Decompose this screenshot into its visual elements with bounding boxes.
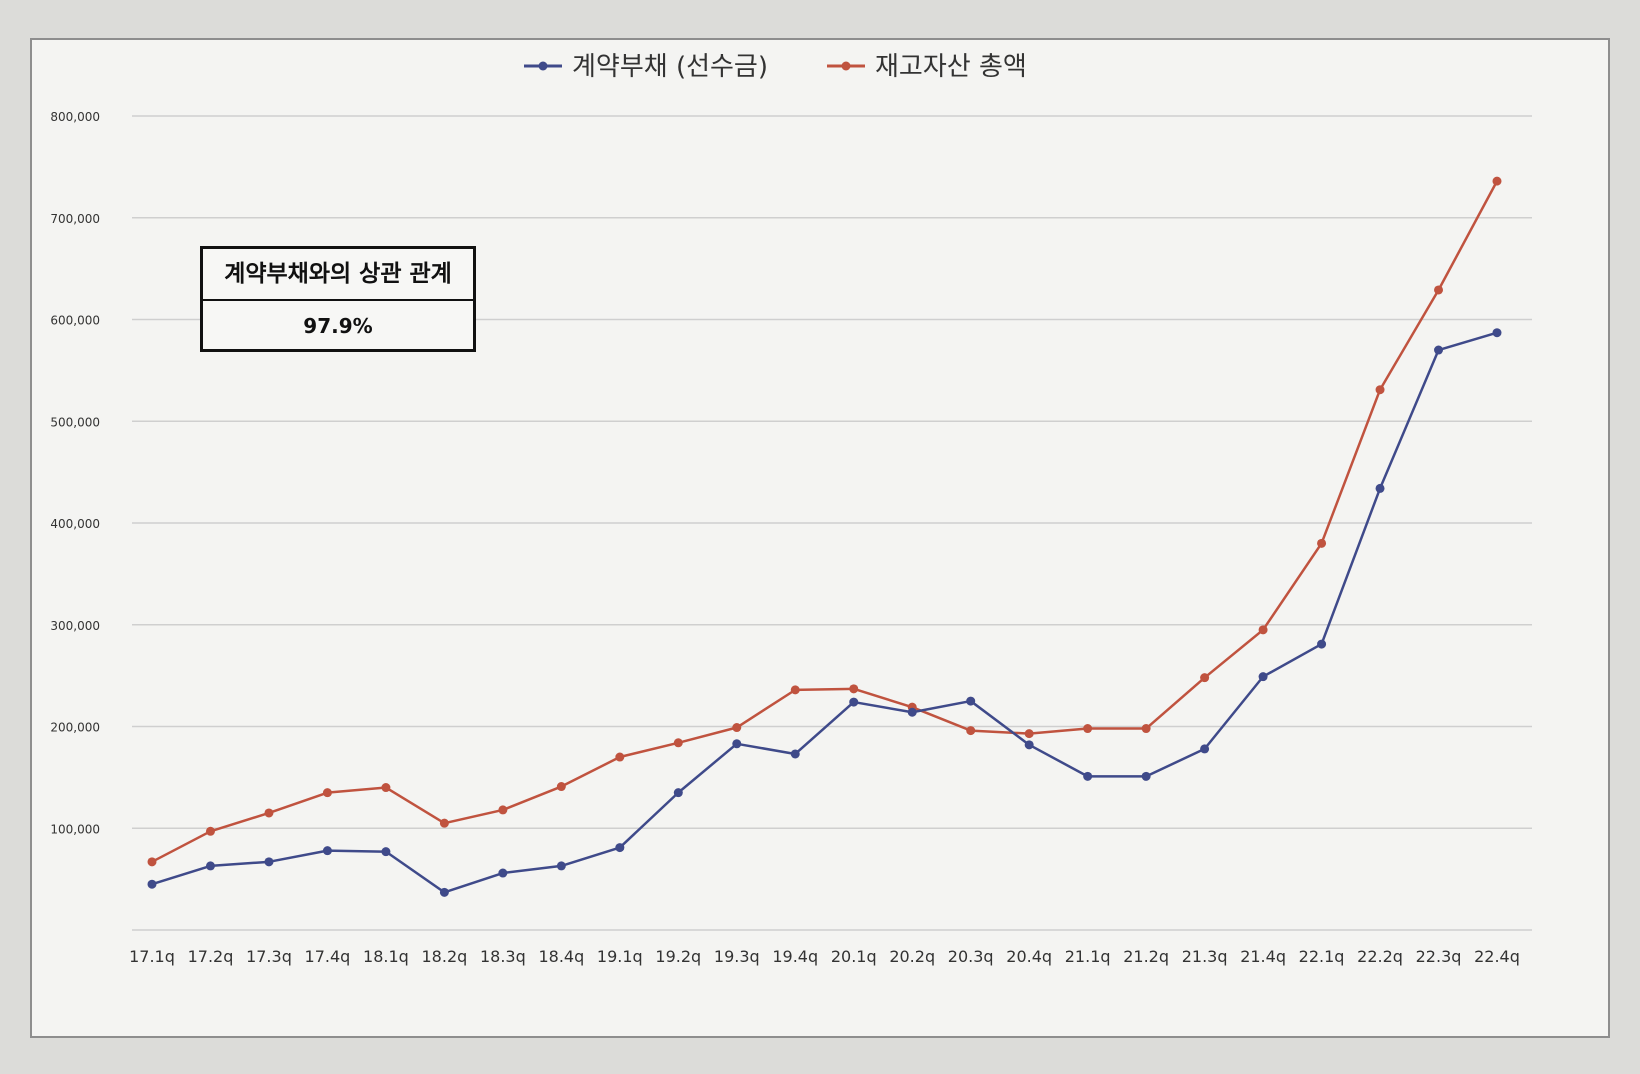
data-point [322, 846, 332, 856]
legend: 계약부채 (선수금) 재고자산 총액 [524, 52, 1027, 82]
data-point [1200, 744, 1210, 754]
legend-label: 계약부채 (선수금) [572, 52, 768, 82]
data-point [1317, 538, 1327, 548]
data-point [264, 857, 274, 867]
data-point [1141, 771, 1151, 781]
y-tick-label: 100,000 [50, 822, 100, 836]
data-point [673, 788, 683, 798]
data-point [1024, 740, 1034, 750]
y-tick-label: 800,000 [50, 110, 100, 124]
data-point [322, 788, 332, 798]
x-tick-label: 17.2q [188, 947, 234, 966]
x-tick-label: 18.4q [538, 947, 584, 966]
x-tick-label: 18.3q [480, 947, 526, 966]
x-tick-label: 21.2q [1123, 947, 1169, 966]
data-point [732, 739, 742, 749]
y-tick-label: 300,000 [50, 619, 100, 633]
data-point [1258, 625, 1268, 635]
x-tick-label: 20.4q [1006, 947, 1052, 966]
y-tick-label: 200,000 [50, 721, 100, 735]
data-point [1258, 672, 1268, 682]
x-tick-label: 18.2q [422, 947, 468, 966]
data-point [1083, 771, 1093, 781]
x-tick-label: 21.4q [1240, 947, 1286, 966]
legend-label: 재고자산 총액 [875, 52, 1027, 82]
data-point [498, 805, 508, 815]
x-axis-ticks: 17.1q 17.2q 17.3q 17.4q 18.1q 18.2q 18.3q 18.4q… [129, 947, 1520, 966]
x-tick-label: 20.1q [831, 947, 877, 966]
data-point [907, 707, 917, 717]
data-point [849, 684, 859, 694]
data-point [1200, 673, 1210, 683]
data-point [966, 726, 976, 736]
data-point [381, 847, 391, 857]
chart-frame: 100,000 200,000 300,000 400,000 500,000 600,0… [30, 38, 1610, 1038]
data-point [1317, 639, 1327, 649]
x-tick-label: 17.1q [129, 947, 175, 966]
correlation-title: 계약부채와의 상관 관계 [203, 249, 473, 301]
correlation-box: 계약부채와의 상관 관계 97.9% [200, 246, 476, 352]
data-point [1375, 483, 1385, 493]
y-tick-label: 600,000 [50, 314, 100, 328]
data-point [381, 783, 391, 793]
data-point [732, 723, 742, 733]
x-tick-label: 21.3q [1182, 947, 1228, 966]
data-point [264, 808, 274, 818]
data-point [1141, 724, 1151, 734]
x-tick-label: 17.4q [305, 947, 351, 966]
data-point [147, 879, 157, 889]
y-tick-label: 400,000 [50, 517, 100, 531]
x-tick-label: 22.3q [1416, 947, 1462, 966]
data-point [556, 861, 566, 871]
data-point [966, 696, 976, 706]
data-point [439, 818, 449, 828]
data-point [849, 697, 859, 707]
line-chart: 100,000 200,000 300,000 400,000 500,000 600,0… [50, 52, 1532, 966]
data-point [1434, 285, 1444, 295]
x-tick-label: 21.1q [1065, 947, 1111, 966]
x-tick-label: 22.1q [1299, 947, 1345, 966]
data-point [439, 887, 449, 897]
series-line [151, 331, 1498, 894]
data-point [673, 738, 683, 748]
x-tick-label: 22.2q [1357, 947, 1403, 966]
x-tick-label: 19.2q [655, 947, 701, 966]
legend-swatch-marker [538, 61, 548, 71]
series-lines [147, 176, 1502, 897]
data-point [1492, 328, 1502, 338]
y-tick-label: 500,000 [50, 415, 100, 429]
gridlines [132, 115, 1532, 931]
y-axis-ticks: 100,000 200,000 300,000 400,000 500,000 600,0… [50, 110, 100, 836]
x-tick-label: 22.4q [1474, 947, 1520, 966]
data-point [1083, 724, 1093, 734]
data-point [205, 861, 215, 871]
data-point [205, 826, 215, 836]
data-point [615, 752, 625, 762]
data-point [615, 843, 625, 853]
y-tick-label: 700,000 [50, 212, 100, 226]
x-tick-label: 19.4q [772, 947, 818, 966]
data-point [556, 782, 566, 792]
x-tick-label: 20.2q [889, 947, 935, 966]
data-point [790, 749, 800, 759]
x-tick-label: 19.3q [714, 947, 760, 966]
data-point [498, 868, 508, 878]
data-point [1375, 385, 1385, 395]
correlation-value: 97.9% [303, 314, 373, 338]
data-point [1024, 729, 1034, 739]
data-point [1434, 345, 1444, 355]
series-line [151, 180, 1499, 863]
x-tick-label: 20.3q [948, 947, 994, 966]
data-point [790, 685, 800, 695]
x-tick-label: 19.1q [597, 947, 643, 966]
x-tick-label: 18.1q [363, 947, 409, 966]
data-point [1492, 176, 1502, 186]
data-point [147, 857, 157, 867]
legend-swatch-marker [841, 61, 851, 71]
x-tick-label: 17.3q [246, 947, 292, 966]
